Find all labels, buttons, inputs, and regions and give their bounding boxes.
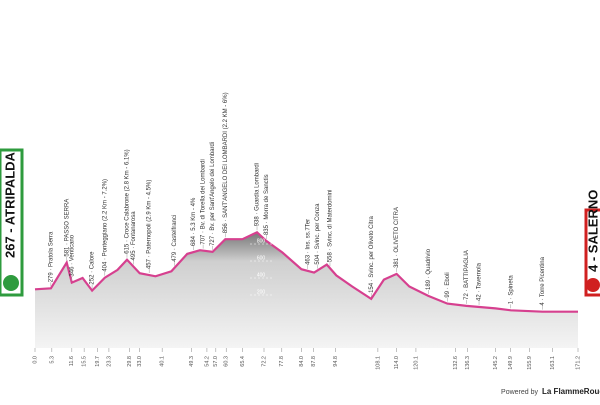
y-tick-label: 800 — [257, 238, 266, 244]
x-tick-label: 11.6 — [69, 356, 75, 366]
place-label: 581 · PASSO SERRA — [64, 199, 70, 257]
start-icon — [3, 275, 19, 291]
x-tick-label: 87.8 — [311, 356, 317, 367]
x-tick-label: 5.3 — [49, 356, 55, 364]
footer-prefix: Powered by — [501, 389, 538, 396]
x-tick-label: 149.9 — [508, 356, 514, 370]
x-tick-label: 136.3 — [465, 356, 471, 370]
place-label: 504 · Svinc. per Conza — [315, 203, 321, 265]
place-label: 279 · Pratola Serra — [48, 231, 54, 282]
x-tick-label: 65.4 — [240, 356, 246, 367]
place-label: 154 · Svinc. per Oliveto Citra — [369, 216, 375, 293]
start-label: 267 - ATRIPALDA — [2, 151, 17, 258]
profile-area — [35, 232, 578, 348]
x-tick-label: 57.0 — [213, 356, 219, 367]
place-label: 938 · Guardia Lombardi — [255, 163, 261, 226]
place-label: 252 · Calore — [90, 251, 96, 285]
profile-line — [34, 230, 578, 313]
y-tick-label: 400 — [257, 272, 266, 278]
place-label: 381 · OLIVETO CITRA — [394, 207, 400, 268]
place-label: 4 · Torre Picentina — [540, 256, 546, 305]
x-tick-label: 15.5 — [82, 356, 88, 367]
finish-label: 4 - SALERNO — [585, 190, 600, 272]
place-label: 615 · Croce Calabrone (2.8 Km - 6.1%) — [125, 149, 131, 253]
y-tick-label: 600 — [257, 255, 266, 261]
x-tick-label: 49.3 — [189, 356, 195, 367]
place-label: 42 · Tavernola — [477, 262, 483, 301]
x-tick-label: 19.7 — [95, 356, 101, 367]
place-label: 189 · Quadrivio — [426, 248, 432, 290]
x-tick-label: 54.2 — [204, 356, 210, 367]
x-tick-label: 163.1 — [550, 356, 556, 370]
place-label: 346 · Venticano — [69, 234, 75, 276]
place-label: 457 · Paternopoli (2.9 Km - 4.5%) — [147, 180, 153, 269]
place-label: 684 · 5.3 Km - 4% — [191, 197, 197, 246]
x-tick-label: 94.8 — [333, 356, 339, 367]
x-tick-label: 108.1 — [375, 356, 381, 370]
place-label: 463 · Ins. ss.7Ter — [305, 219, 311, 265]
y-tick-label: 200 — [257, 289, 266, 295]
x-tick-label: 77.8 — [279, 356, 285, 367]
x-tick-label: 171.2 — [575, 356, 581, 370]
x-tick-label: 155.9 — [527, 356, 533, 370]
place-label: 404 · Ponteggiano (2.2 Km - 7.2%) — [102, 179, 108, 272]
place-label: 835 · Morra de Sanctis — [264, 174, 270, 235]
x-tick-label: 60.3 — [224, 356, 230, 367]
x-tick-label: 0.0 — [32, 356, 38, 364]
x-tick-label: 72.2 — [261, 356, 267, 367]
x-tick-label: 33.0 — [137, 356, 143, 367]
x-tick-label: 40.1 — [160, 356, 166, 367]
x-tick-label: 84.0 — [299, 356, 305, 367]
finish-icon — [586, 278, 600, 292]
start-box — [0, 148, 24, 297]
x-tick-label: 29.8 — [127, 356, 133, 367]
finish-box — [584, 208, 600, 297]
place-label: 558 · Svinc. di Materdomini — [328, 189, 334, 262]
place-label: 479 · Castelfranci — [172, 215, 178, 262]
x-tick-label: 132.6 — [453, 356, 459, 370]
place-label: 1 · Spineta — [508, 275, 514, 305]
place-label: 99 · Eboli — [445, 272, 451, 297]
place-label: 707 · Bv. di Torella dei Lombardi — [201, 159, 207, 244]
x-tick-label: 23.3 — [106, 356, 112, 367]
x-tick-label: 120.1 — [413, 356, 419, 370]
x-tick-label: 145.2 — [493, 356, 499, 370]
place-label: 727 · Bv. per Sant'Angelo dei Lombardi — [210, 142, 216, 246]
place-label: 495 · Fontanarosa — [131, 211, 137, 261]
footer-brand: La FlammeRouge — [542, 387, 600, 396]
x-tick-label: 114.0 — [394, 356, 400, 369]
place-label: 856 · SANT'ANGELO DEI LOMBARDI (2.2 KM -… — [223, 92, 229, 233]
place-label: 72 · BATTIPAGLIA — [464, 250, 470, 300]
